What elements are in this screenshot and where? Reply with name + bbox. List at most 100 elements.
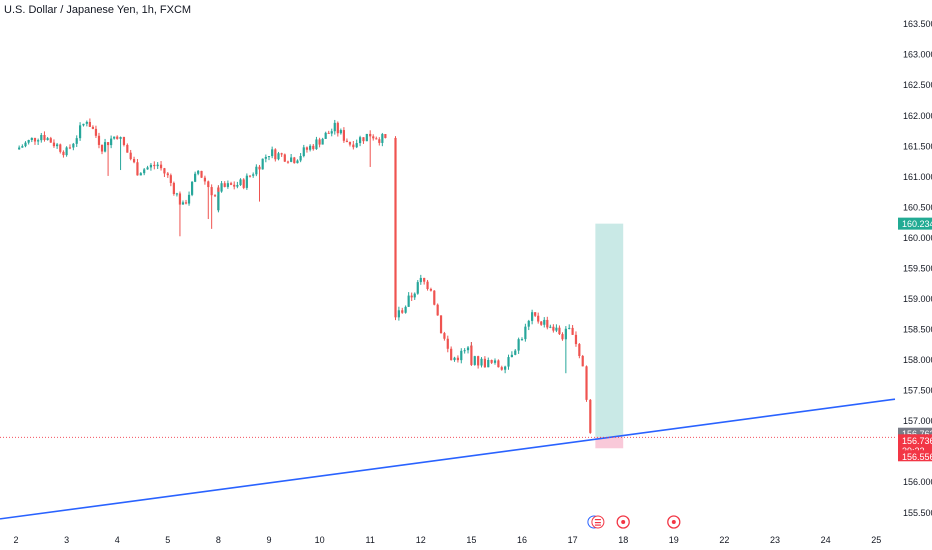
candle-body bbox=[493, 360, 497, 363]
candle-body bbox=[433, 290, 436, 305]
candle-body bbox=[271, 149, 274, 157]
y-tick-label: 159.000 bbox=[903, 294, 932, 304]
y-tick-label: 155.500 bbox=[903, 508, 932, 518]
candle-body bbox=[242, 179, 245, 188]
candle-body bbox=[302, 147, 305, 157]
candle-body bbox=[419, 277, 422, 283]
y-tick-label: 163.000 bbox=[903, 50, 932, 60]
candle-body bbox=[91, 126, 95, 129]
us-flag-stripe bbox=[594, 524, 601, 526]
candle-body bbox=[585, 366, 588, 400]
event-marker-icon[interactable] bbox=[667, 515, 681, 529]
candle-body bbox=[355, 143, 358, 148]
current-price-badge bbox=[898, 427, 932, 439]
candle-body bbox=[62, 151, 65, 156]
candle-body bbox=[223, 183, 226, 187]
candle-body bbox=[159, 164, 163, 169]
candle-body bbox=[416, 282, 419, 294]
event-marker-icon[interactable] bbox=[616, 515, 630, 529]
target-price-badge-text: 160.234 bbox=[902, 219, 932, 229]
profit-zone bbox=[595, 223, 624, 438]
candle-body bbox=[404, 306, 407, 313]
candle-body bbox=[520, 339, 524, 341]
candle-body bbox=[439, 315, 443, 334]
y-tick-label: 161.500 bbox=[903, 141, 932, 151]
trendline[interactable] bbox=[0, 398, 896, 520]
y-tick-label: 157.500 bbox=[903, 386, 932, 396]
position-zones[interactable] bbox=[595, 223, 624, 449]
candle-body bbox=[358, 137, 362, 144]
candle-body bbox=[339, 130, 342, 134]
candle-body bbox=[207, 181, 210, 188]
candle-body bbox=[277, 153, 280, 160]
x-tick-label: 10 bbox=[315, 535, 325, 545]
y-tick-label: 158.000 bbox=[903, 355, 932, 365]
x-tick-label: 2 bbox=[13, 535, 18, 545]
candle-body bbox=[264, 156, 267, 159]
candle-body bbox=[68, 147, 72, 149]
candle-body bbox=[540, 321, 543, 325]
candle-body bbox=[136, 162, 139, 176]
candle-body bbox=[514, 350, 517, 355]
candle-body bbox=[78, 125, 82, 139]
candle-body bbox=[426, 281, 429, 289]
candle-body bbox=[336, 122, 339, 134]
candle-body bbox=[229, 183, 233, 185]
x-tick-label: 22 bbox=[719, 535, 729, 545]
current-price-badge-text: 156.762 bbox=[902, 429, 932, 439]
x-tick-label: 24 bbox=[821, 535, 831, 545]
candle-body bbox=[21, 146, 24, 148]
candle-body bbox=[312, 145, 315, 150]
candle-body bbox=[517, 339, 520, 351]
candle-body bbox=[564, 328, 567, 340]
candle-body bbox=[267, 156, 271, 158]
candle-body bbox=[558, 327, 561, 335]
candle-body bbox=[293, 157, 296, 164]
candle-body bbox=[100, 144, 104, 152]
candle-body bbox=[217, 187, 220, 198]
candle-body bbox=[261, 158, 264, 170]
candle-body bbox=[43, 134, 46, 141]
candle-body bbox=[116, 136, 119, 139]
candle-body bbox=[88, 121, 91, 127]
candle-body bbox=[258, 166, 261, 170]
candle-body bbox=[581, 355, 584, 367]
candle-body bbox=[401, 310, 404, 313]
candle-body bbox=[473, 356, 476, 365]
candle-body bbox=[119, 137, 122, 139]
y-tick-label: 158.500 bbox=[903, 325, 932, 335]
candle-body bbox=[378, 139, 381, 143]
candle-body bbox=[184, 202, 188, 204]
candle-body bbox=[497, 360, 500, 368]
candle-body bbox=[169, 175, 172, 183]
candle-body bbox=[524, 326, 527, 340]
candle-body bbox=[166, 173, 169, 176]
candle-body bbox=[82, 123, 85, 126]
candle-body bbox=[571, 327, 574, 335]
candle-body bbox=[589, 399, 592, 433]
candle-body bbox=[345, 140, 349, 142]
event-marker-dot bbox=[621, 520, 626, 524]
candle-body bbox=[555, 327, 558, 331]
x-tick-label: 18 bbox=[618, 535, 628, 545]
us-flag-icon[interactable] bbox=[587, 515, 605, 529]
candle-body bbox=[139, 173, 142, 176]
y-tick-label: 161.000 bbox=[903, 172, 932, 182]
candle-body bbox=[369, 133, 372, 137]
time-axis[interactable]: 2 3 4 5 8 9 10 11 12 15 16 17 18 19 22 23 24 25 bbox=[13, 535, 881, 545]
event-markers[interactable] bbox=[587, 515, 681, 529]
x-tick-label: 25 bbox=[871, 535, 881, 545]
candle-body bbox=[463, 350, 466, 352]
candle-body bbox=[318, 139, 321, 145]
y-tick-label: 160.000 bbox=[903, 233, 932, 243]
candle-body bbox=[40, 134, 43, 141]
us-flag-stripe bbox=[594, 522, 601, 524]
candle-body bbox=[190, 181, 194, 195]
candle-body bbox=[552, 326, 555, 331]
candle-body bbox=[456, 357, 460, 361]
x-tick-label: 23 bbox=[770, 535, 780, 545]
candle-body bbox=[423, 277, 426, 282]
candle-body bbox=[410, 295, 413, 298]
